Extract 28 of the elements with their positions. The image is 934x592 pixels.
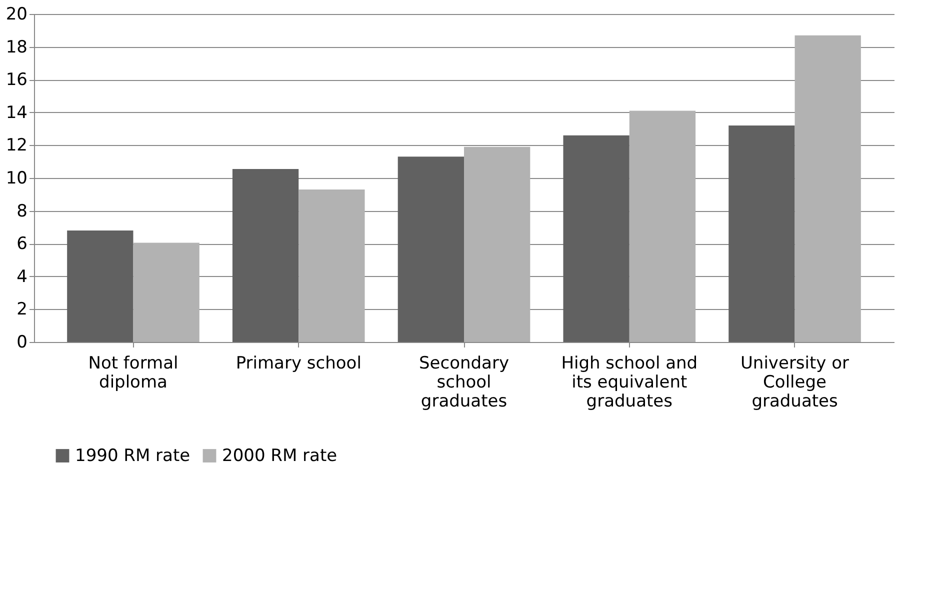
x-tick-label: Primary school: [236, 354, 362, 374]
bar: [794, 35, 861, 342]
y-tick-label: 16: [6, 70, 28, 90]
y-tick-label: 0: [16, 332, 28, 352]
bar: [298, 189, 365, 342]
x-tick-label: High school and its equivalent graduates: [561, 354, 698, 412]
legend-label: 2000 RM rate: [222, 446, 338, 466]
y-tick-label: 8: [16, 201, 28, 222]
y-tick-label: 6: [16, 234, 28, 254]
y-tick-label: 4: [16, 266, 28, 287]
bar: [398, 156, 464, 342]
y-tick-label: 12: [6, 136, 28, 156]
legend-label: 1990 RM rate: [75, 446, 190, 466]
y-tick-label: 18: [6, 37, 28, 58]
bar: [232, 168, 299, 342]
bar: [464, 146, 530, 342]
bar: [133, 242, 200, 342]
bar: [67, 230, 134, 342]
y-tick-label: 20: [6, 4, 28, 24]
x-tick-label: Not formal diploma: [88, 354, 178, 392]
x-tick-label: University or College graduates: [740, 354, 850, 412]
y-tick-label: 2: [16, 300, 28, 320]
y-tick-label: 10: [6, 168, 28, 188]
y-tick-label: 14: [6, 102, 28, 123]
bar: [629, 110, 696, 342]
bar: [728, 126, 795, 342]
bar: [563, 135, 630, 342]
x-tick-label: Secondary school graduates: [418, 354, 510, 412]
